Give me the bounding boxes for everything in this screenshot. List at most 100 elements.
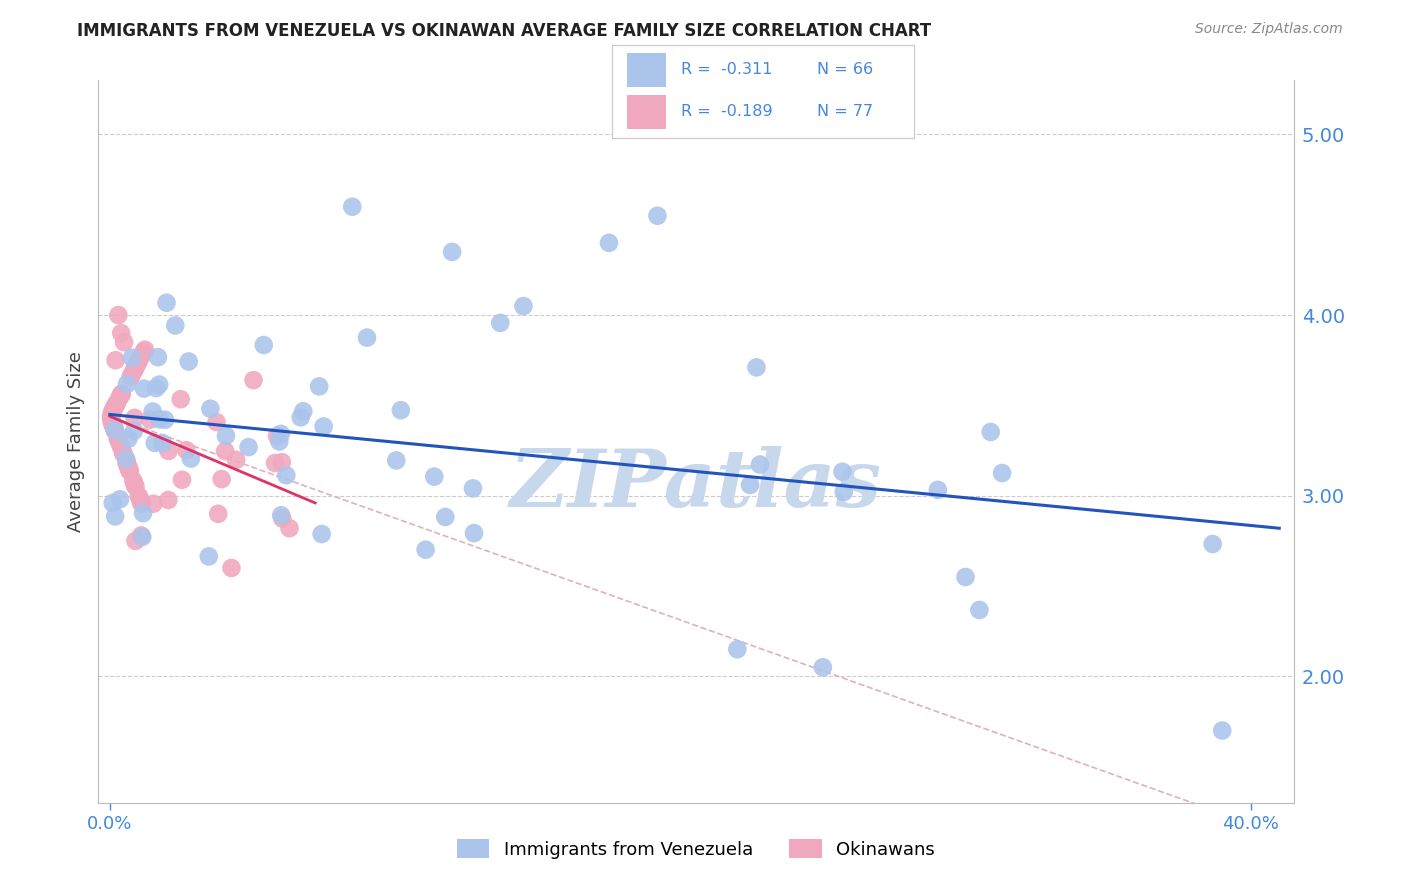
Point [211, 472, 233, 486]
Point [311, 527, 333, 541]
Text: Source: ZipAtlas.com: Source: ZipAtlas.com [1195, 22, 1343, 37]
Point [385, 453, 408, 467]
Point [107, 432, 129, 446]
Text: R =  -0.189: R = -0.189 [681, 103, 773, 119]
Point [100, 409, 122, 424]
Point [955, 570, 977, 584]
Point [489, 316, 512, 330]
Point [118, 463, 141, 477]
Point [104, 509, 127, 524]
Point [214, 444, 236, 458]
Point [132, 382, 155, 396]
Point [118, 464, 141, 478]
Point [165, 318, 187, 333]
Point [103, 401, 125, 416]
Point [205, 415, 228, 429]
Point [142, 404, 165, 418]
Point [104, 423, 127, 437]
Point [112, 446, 135, 460]
Point [104, 398, 127, 412]
FancyBboxPatch shape [627, 95, 666, 129]
Point [463, 526, 485, 541]
Point [120, 369, 142, 384]
Point [104, 353, 127, 368]
Point [157, 493, 180, 508]
Point [101, 417, 124, 431]
Point [122, 363, 145, 377]
Point [1211, 723, 1233, 738]
Point [128, 353, 150, 368]
Point [749, 458, 772, 472]
Point [124, 477, 146, 491]
Point [225, 453, 247, 467]
Point [271, 511, 294, 525]
Point [129, 528, 152, 542]
Point [127, 357, 149, 371]
Point [107, 308, 129, 322]
Point [270, 508, 292, 523]
Point [148, 377, 170, 392]
Point [215, 429, 238, 443]
Point [356, 330, 378, 344]
Point [104, 398, 127, 412]
Point [124, 411, 146, 425]
Point [266, 429, 288, 443]
Point [342, 200, 364, 214]
Point [145, 381, 167, 395]
Text: R =  -0.311: R = -0.311 [681, 62, 773, 78]
Point [134, 343, 156, 357]
Point [111, 387, 134, 401]
Point [103, 402, 125, 417]
Point [176, 443, 198, 458]
Point [124, 480, 146, 494]
Point [121, 368, 143, 382]
Point [832, 485, 855, 500]
Point [264, 456, 287, 470]
Point [129, 492, 152, 507]
Point [110, 326, 132, 341]
FancyBboxPatch shape [627, 53, 666, 87]
Point [110, 387, 132, 401]
Point [270, 455, 292, 469]
Point [103, 418, 125, 433]
Point [177, 354, 200, 368]
Point [434, 510, 457, 524]
Point [129, 494, 152, 508]
Point [512, 299, 534, 313]
Text: ZIPatlas: ZIPatlas [510, 446, 882, 524]
Point [115, 456, 138, 470]
Point [155, 295, 177, 310]
Point [108, 492, 131, 507]
Point [128, 489, 150, 503]
Point [124, 533, 146, 548]
Point [148, 412, 170, 426]
Point [117, 460, 139, 475]
Point [112, 446, 135, 460]
Point [132, 506, 155, 520]
Point [270, 426, 292, 441]
Point [991, 466, 1014, 480]
Text: N = 77: N = 77 [817, 103, 873, 119]
Point [115, 455, 138, 469]
Point [278, 521, 301, 535]
Point [100, 409, 122, 424]
Point [461, 481, 484, 495]
Point [207, 507, 229, 521]
Point [107, 432, 129, 446]
Point [969, 603, 991, 617]
Text: IMMIGRANTS FROM VENEZUELA VS OKINAWAN AVERAGE FAMILY SIZE CORRELATION CHART: IMMIGRANTS FROM VENEZUELA VS OKINAWAN AV… [77, 22, 931, 40]
Point [169, 392, 191, 407]
Point [142, 497, 165, 511]
Point [103, 401, 125, 416]
Point [101, 496, 124, 510]
Point [441, 244, 464, 259]
Point [139, 413, 162, 427]
Point [112, 335, 135, 350]
Point [104, 424, 127, 438]
Point [104, 424, 127, 438]
Point [811, 660, 834, 674]
Point [103, 422, 125, 436]
Point [108, 435, 131, 450]
Point [238, 440, 260, 454]
Point [122, 474, 145, 488]
